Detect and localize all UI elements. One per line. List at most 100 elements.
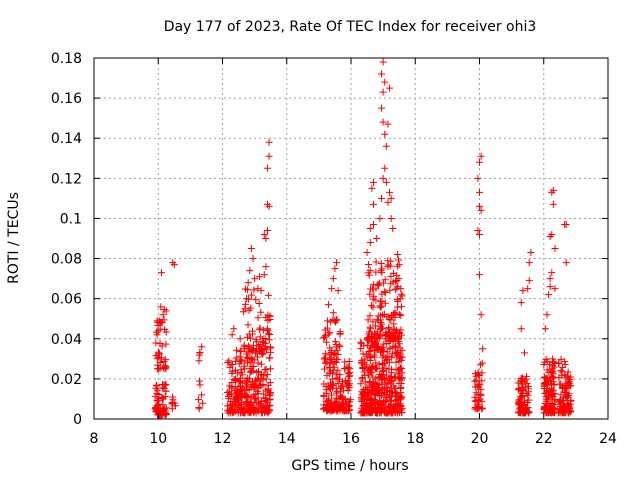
data-point (393, 296, 401, 304)
data-point (232, 354, 240, 362)
data-point (153, 355, 161, 363)
y-tick-label: 0.1 (60, 211, 82, 227)
chart-title: Day 177 of 2023, Rate Of TEC Index for r… (164, 19, 537, 35)
data-point (373, 403, 381, 411)
data-point (375, 397, 383, 405)
data-point (330, 317, 338, 325)
data-point (262, 340, 270, 348)
data-point (519, 385, 527, 393)
data-point (387, 332, 395, 340)
data-point (324, 400, 332, 408)
data-point (382, 288, 390, 296)
x-axis-label: GPS time / hours (291, 458, 408, 474)
data-point (389, 224, 397, 232)
data-point (550, 363, 558, 371)
data-point (366, 312, 374, 320)
data-point (249, 367, 257, 375)
data-point (517, 377, 525, 385)
axis-ticks (93, 57, 609, 420)
data-point (265, 354, 273, 362)
data-point (381, 130, 389, 138)
data-point (544, 380, 552, 388)
data-point (333, 387, 341, 395)
x-tick-label: 18 (406, 431, 424, 447)
data-point (199, 399, 207, 407)
data-point (156, 319, 164, 327)
data-point (379, 361, 387, 369)
x-tick-label: 12 (214, 431, 232, 447)
data-point (338, 400, 346, 408)
data-point (244, 378, 252, 386)
data-point (249, 255, 257, 263)
data-point (241, 285, 249, 293)
data-point (326, 329, 334, 337)
data-point (393, 262, 401, 270)
data-point (364, 407, 372, 415)
data-point (246, 399, 254, 407)
data-point (159, 395, 167, 403)
data-point (246, 343, 254, 351)
data-point (198, 391, 206, 399)
data-point (566, 382, 574, 390)
data-point (561, 388, 569, 396)
data-point (562, 259, 570, 267)
data-point (255, 368, 263, 376)
y-tick-label: 0.16 (51, 91, 82, 107)
data-point (152, 339, 160, 347)
data-point (359, 350, 367, 358)
data-point (397, 285, 405, 293)
data-point (248, 355, 256, 363)
y-tick-label: 0.08 (51, 252, 82, 268)
data-point (226, 363, 234, 371)
data-point (161, 365, 169, 373)
data-point (241, 365, 249, 373)
data-point (250, 395, 258, 403)
data-point (386, 344, 394, 352)
data-point (381, 359, 389, 367)
data-point (224, 395, 232, 403)
data-point (385, 408, 393, 416)
data-point (375, 345, 383, 353)
data-point (155, 365, 163, 373)
data-point (393, 396, 401, 404)
data-point (368, 302, 376, 310)
data-point (389, 278, 397, 286)
data-point (151, 392, 159, 400)
data-point (226, 382, 234, 390)
data-point (479, 345, 487, 353)
data-point (264, 325, 272, 333)
data-point (366, 290, 374, 298)
data-point (154, 327, 162, 335)
data-point (477, 311, 485, 319)
data-point (397, 303, 405, 311)
data-point (245, 295, 253, 303)
data-point (237, 348, 245, 356)
data-point (381, 375, 389, 383)
data-point (550, 381, 558, 389)
data-point (368, 330, 376, 338)
data-point (541, 325, 549, 333)
data-point (376, 302, 384, 310)
data-point (564, 368, 572, 376)
data-point (361, 394, 369, 402)
data-point (365, 261, 373, 269)
data-point (393, 349, 401, 357)
data-point (381, 78, 389, 86)
data-point (371, 364, 379, 372)
data-point (394, 395, 402, 403)
data-point (520, 378, 528, 386)
data-point (392, 358, 400, 366)
data-point (322, 350, 330, 358)
data-point (392, 348, 400, 356)
data-point (252, 336, 260, 344)
data-point (368, 363, 376, 371)
data-point (397, 364, 405, 372)
data-point (225, 357, 233, 365)
data-point (364, 334, 372, 342)
data-point (380, 340, 388, 348)
data-point (224, 359, 232, 367)
data-point (246, 267, 254, 275)
x-tick-label: 8 (90, 431, 99, 447)
data-point (156, 340, 164, 348)
data-point (157, 269, 165, 277)
